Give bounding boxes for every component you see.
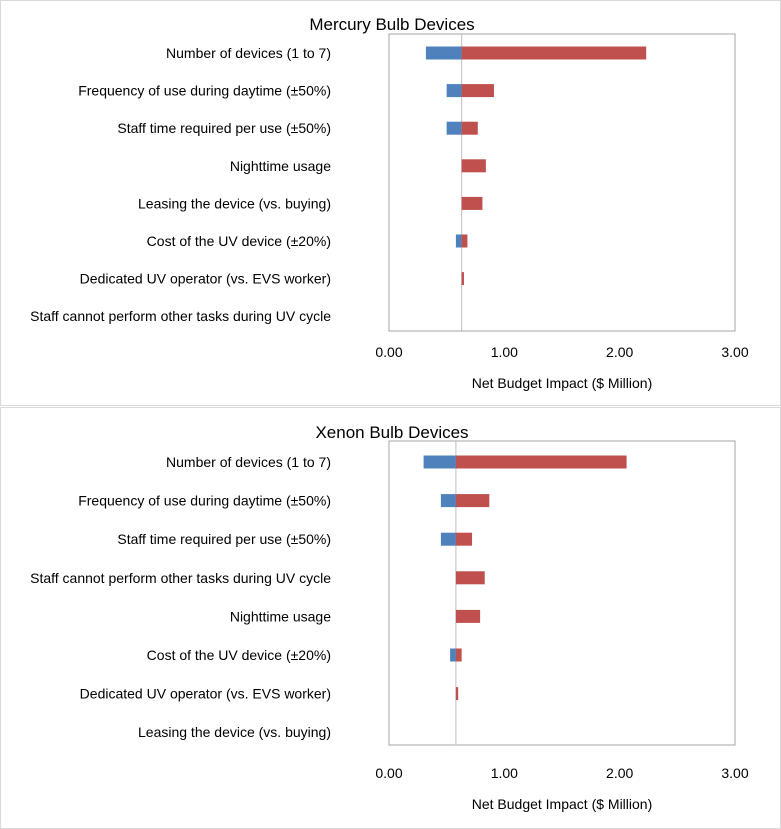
bar-high — [455, 648, 462, 662]
bar-high — [455, 571, 485, 585]
category-label: Staff cannot perform other tasks during … — [30, 570, 331, 586]
category-label: Staff time required per use (±50%) — [117, 531, 331, 547]
x-tick-label: 1.00 — [491, 765, 518, 781]
bar-low — [423, 455, 456, 469]
bar-high — [461, 159, 486, 173]
bar-low — [440, 494, 456, 508]
xenon-chart-panel: Xenon Bulb Devices Number of devices (1 t… — [0, 407, 781, 829]
x-tick-label: 0.00 — [375, 344, 402, 360]
bar-high — [461, 196, 483, 210]
bar-high — [455, 494, 490, 508]
category-label: Frequency of use during daytime (±50%) — [78, 83, 331, 99]
category-label: Dedicated UV operator (vs. EVS worker) — [80, 686, 331, 702]
category-label: Staff cannot perform other tasks during … — [30, 308, 331, 324]
category-label: Nighttime usage — [230, 158, 331, 174]
bar-high — [461, 121, 478, 135]
bar-low — [440, 532, 456, 546]
bar-high — [455, 687, 459, 701]
x-axis-title: Net Budget Impact ($ Million) — [472, 796, 653, 812]
x-axis-title: Net Budget Impact ($ Million) — [472, 375, 653, 391]
category-label: Frequency of use during daytime (±50%) — [78, 493, 331, 509]
bar-high — [461, 272, 464, 286]
bar-low — [450, 648, 456, 662]
plot-area — [388, 33, 736, 332]
mercury-chart: Mercury Bulb Devices Number of devices (1… — [30, 15, 749, 391]
bar-high — [455, 532, 473, 546]
category-label: Nighttime usage — [230, 608, 331, 624]
x-tick-label: 3.00 — [721, 765, 748, 781]
bar-low — [446, 84, 462, 98]
bar-high — [455, 455, 627, 469]
category-label: Number of devices (1 to 7) — [166, 45, 331, 61]
bar-high — [461, 46, 647, 60]
category-label: Cost of the UV device (±20%) — [147, 233, 331, 249]
bar-low — [455, 234, 462, 248]
category-label: Leasing the device (vs. buying) — [138, 724, 331, 740]
chart-title: Mercury Bulb Devices — [309, 15, 474, 34]
xenon-chart: Xenon Bulb Devices Number of devices (1 t… — [30, 423, 749, 812]
chart-title: Xenon Bulb Devices — [315, 423, 468, 442]
category-label: Staff time required per use (±50%) — [117, 120, 331, 136]
bar-low — [425, 46, 462, 60]
x-tick-label: 2.00 — [606, 344, 633, 360]
bar-high — [461, 234, 468, 248]
category-label: Cost of the UV device (±20%) — [147, 647, 331, 663]
bar-high — [455, 609, 481, 623]
bar-high — [461, 84, 494, 98]
x-tick-label: 1.00 — [491, 344, 518, 360]
category-label: Dedicated UV operator (vs. EVS worker) — [80, 271, 331, 287]
x-tick-label: 3.00 — [721, 344, 748, 360]
bar-low — [446, 121, 462, 135]
plot-area — [388, 440, 736, 746]
x-tick-label: 0.00 — [375, 765, 402, 781]
category-label: Number of devices (1 to 7) — [166, 454, 331, 470]
mercury-chart-panel: Mercury Bulb Devices Number of devices (1… — [0, 0, 781, 406]
category-label: Leasing the device (vs. buying) — [138, 195, 331, 211]
x-tick-label: 2.00 — [606, 765, 633, 781]
